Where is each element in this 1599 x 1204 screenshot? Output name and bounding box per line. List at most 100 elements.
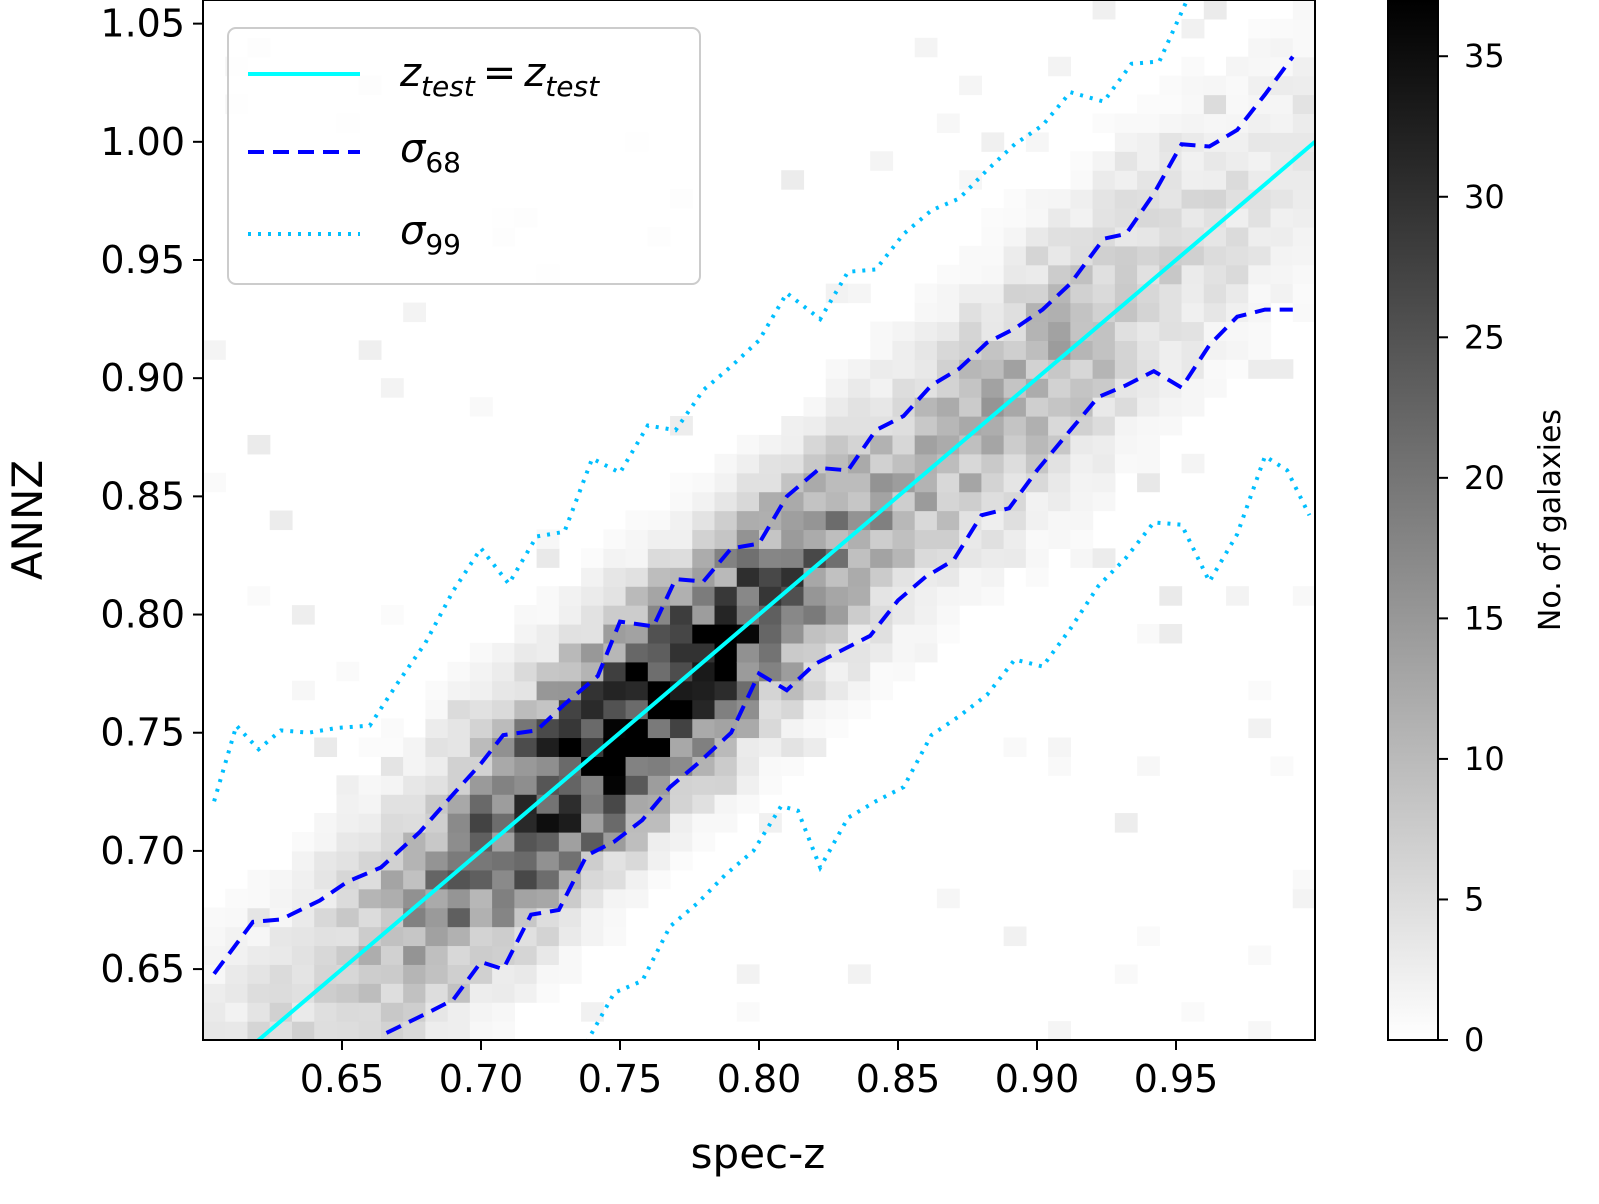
histogram-cell bbox=[781, 642, 805, 663]
histogram-cell bbox=[736, 491, 760, 512]
histogram-cell bbox=[425, 907, 449, 928]
histogram-cell bbox=[1270, 170, 1294, 190]
histogram-cell bbox=[603, 586, 627, 606]
histogram-cell bbox=[625, 869, 649, 890]
histogram-cell bbox=[536, 661, 560, 682]
histogram-cell bbox=[1137, 151, 1160, 171]
histogram-cell bbox=[1092, 113, 1116, 133]
histogram-cell bbox=[581, 756, 604, 776]
histogram-cell bbox=[781, 718, 805, 739]
histogram-cell bbox=[692, 586, 716, 606]
histogram-cell bbox=[1292, 113, 1315, 133]
histogram-cell bbox=[603, 794, 627, 814]
histogram-cell bbox=[225, 907, 249, 928]
histogram-cell bbox=[714, 472, 738, 493]
histogram-cell bbox=[981, 283, 1005, 304]
histogram-cell bbox=[1114, 226, 1138, 247]
histogram-cell bbox=[981, 491, 1005, 512]
histogram-cell bbox=[1092, 0, 1116, 20]
histogram-cell bbox=[1181, 321, 1205, 341]
histogram-cell bbox=[714, 680, 738, 701]
histogram-cell bbox=[959, 75, 982, 96]
histogram-cell bbox=[847, 661, 871, 682]
histogram-cell bbox=[803, 680, 827, 701]
histogram-cell bbox=[1292, 586, 1315, 606]
y-tick-label: 1.05 bbox=[100, 2, 185, 46]
histogram-cell bbox=[247, 945, 271, 965]
histogram-cell bbox=[425, 718, 449, 739]
histogram-cell bbox=[1048, 245, 1071, 266]
histogram-cell bbox=[981, 434, 1005, 455]
histogram-cell bbox=[336, 794, 360, 814]
histogram-cell bbox=[981, 302, 1005, 323]
histogram-cell bbox=[892, 321, 916, 341]
histogram-cell bbox=[1248, 680, 1272, 701]
histogram-cell bbox=[1159, 264, 1183, 285]
histogram-cell bbox=[1025, 397, 1049, 417]
histogram-cell bbox=[625, 850, 649, 871]
histogram-cell bbox=[403, 775, 426, 795]
histogram-cell bbox=[870, 397, 894, 417]
histogram-cell bbox=[558, 813, 582, 833]
histogram-cell bbox=[759, 718, 782, 739]
histogram-cell bbox=[670, 510, 693, 531]
histogram-cell bbox=[692, 832, 716, 852]
histogram-cell bbox=[425, 832, 449, 852]
histogram-cell bbox=[825, 586, 849, 606]
histogram-cell bbox=[1070, 264, 1094, 285]
histogram-cell bbox=[1159, 321, 1183, 341]
histogram-cell bbox=[714, 813, 738, 833]
histogram-cell bbox=[981, 529, 1005, 549]
histogram-cell bbox=[358, 1021, 382, 1040]
histogram-cell bbox=[825, 416, 849, 436]
histogram-cell bbox=[1203, 340, 1227, 360]
histogram-cell bbox=[380, 718, 404, 739]
histogram-cell bbox=[647, 567, 671, 587]
histogram-cell bbox=[492, 642, 515, 663]
histogram-cell bbox=[1248, 226, 1272, 247]
legend-entry-sigma99: σ99 bbox=[400, 208, 461, 261]
histogram-cell bbox=[625, 605, 649, 625]
histogram-cell bbox=[936, 586, 960, 606]
histogram-cell bbox=[558, 964, 582, 984]
histogram-cell bbox=[203, 340, 226, 360]
y-tick-label: 0.85 bbox=[100, 474, 185, 518]
histogram-cell bbox=[1137, 208, 1160, 228]
histogram-cell bbox=[670, 813, 693, 833]
histogram-cell bbox=[870, 151, 894, 171]
histogram-cell bbox=[1159, 170, 1183, 190]
histogram-cell bbox=[1270, 75, 1294, 96]
histogram-cell bbox=[1048, 208, 1071, 228]
histogram-cell bbox=[1226, 226, 1249, 247]
histogram-cell bbox=[803, 567, 827, 587]
histogram-cell bbox=[1025, 226, 1049, 247]
histogram-cell bbox=[692, 472, 716, 493]
histogram-cell bbox=[469, 1002, 493, 1022]
histogram-cell bbox=[558, 850, 582, 871]
histogram-cell bbox=[1270, 56, 1294, 77]
histogram-cell bbox=[536, 983, 560, 1003]
histogram-cell bbox=[914, 37, 938, 58]
histogram-cell bbox=[759, 567, 782, 587]
histogram-cell bbox=[1137, 132, 1160, 152]
histogram-cell bbox=[1025, 548, 1049, 568]
histogram-cell bbox=[380, 945, 404, 965]
histogram-cell bbox=[1048, 321, 1071, 341]
histogram-cell bbox=[314, 983, 338, 1003]
histogram-cell bbox=[336, 661, 360, 682]
histogram-cell bbox=[714, 529, 738, 549]
histogram-cell bbox=[536, 586, 560, 606]
histogram-cell bbox=[1159, 132, 1183, 152]
colorbar-tick-label: 35 bbox=[1464, 37, 1505, 75]
histogram-cell bbox=[914, 378, 938, 398]
histogram-cell bbox=[358, 869, 382, 890]
histogram-cell bbox=[1181, 170, 1205, 190]
histogram-cell bbox=[469, 1021, 493, 1040]
histogram-cell bbox=[936, 321, 960, 341]
histogram-cell bbox=[403, 794, 426, 814]
histogram-cell bbox=[1248, 321, 1272, 341]
histogram-cell bbox=[670, 680, 693, 701]
histogram-cell bbox=[1181, 340, 1205, 360]
histogram-cell bbox=[581, 586, 604, 606]
histogram-cell bbox=[1203, 113, 1227, 133]
